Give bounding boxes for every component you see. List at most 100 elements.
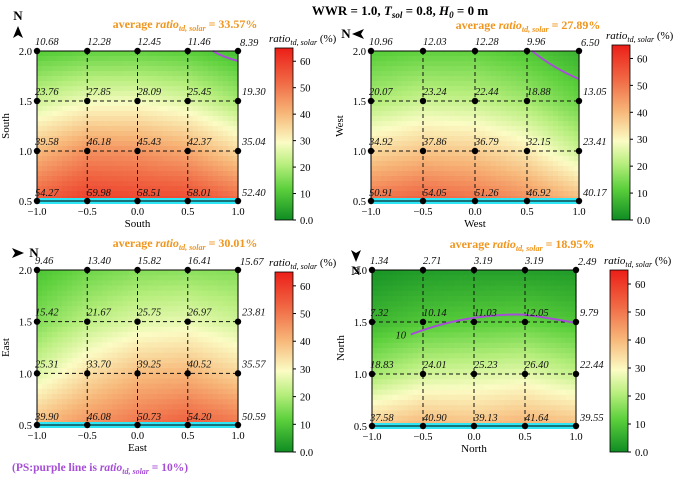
grid-point: [234, 147, 242, 155]
x-tick-label: 1.0: [569, 432, 582, 443]
cell-value-label: 12.03: [423, 37, 447, 48]
cell-value-label: 40.90: [423, 413, 447, 424]
y-tick-label: 1.0: [19, 147, 32, 158]
x-tick-label: 0.5: [518, 432, 531, 443]
cell-value-label: 21.67: [87, 308, 111, 319]
north-label: N: [29, 245, 39, 260]
cell-value-label: 39.58: [34, 137, 59, 148]
grid-point: [234, 370, 242, 377]
colorbar: 0.0 10 20 30 40 50 60 ratiotd, solar (%): [269, 33, 337, 227]
y-tick-label: 0.5: [19, 421, 32, 432]
grid-point: [572, 370, 580, 378]
grid-point: [134, 47, 141, 55]
north-arrow-icon: [12, 248, 24, 258]
grid-point: [134, 266, 141, 274]
x-tick-label: 0.5: [181, 431, 194, 442]
grid-point: [471, 147, 479, 155]
grid-points: 39.90 46.08 50.73 54.20 50.59 25.31 33.70 39.25…: [33, 256, 266, 429]
north-label: N: [13, 8, 23, 23]
cell-value-label: 10.14: [423, 308, 447, 319]
cell-value-label: 2.71: [423, 256, 441, 267]
cell-value-label: 24.01: [423, 360, 447, 371]
colorbar-tick-label: 40: [637, 108, 648, 119]
x-tick-label: 1.0: [231, 431, 244, 442]
colorbar-tick-label: 40: [300, 110, 311, 121]
y-axis-label: North: [335, 335, 347, 361]
colorbar-label: ratiotd, solar (%): [604, 255, 672, 269]
cell-value-label: 19.30: [242, 87, 266, 98]
grid-point: [184, 370, 191, 377]
x-tick-label: 0.5: [181, 207, 194, 218]
x-tick-label: 1.0: [231, 207, 244, 218]
grid-point: [84, 266, 91, 274]
cell-value-label: 18.83: [370, 360, 394, 371]
grid-point: [470, 266, 478, 274]
grid-point: [419, 370, 427, 378]
x-axis-label: North: [461, 443, 487, 455]
heatmap-surface: [371, 51, 580, 202]
north-arrow-icon: [13, 26, 23, 38]
colorbar-tick-label: 10: [300, 420, 311, 431]
cell-value-label: 51.26: [475, 188, 499, 199]
cell-value-label: 50.91: [369, 188, 393, 199]
grid-point: [471, 97, 479, 105]
heatmap-surface: [37, 51, 239, 202]
cell-value-label: 58.01: [188, 188, 212, 199]
contour-10-line: [410, 313, 577, 336]
y-tick-label: 1.5: [353, 97, 366, 108]
y-tick-label: 1.5: [354, 318, 367, 329]
x-tick-label: −1.0: [361, 207, 380, 218]
grid-point: [523, 147, 531, 155]
grid-point: [234, 318, 242, 325]
cell-value-label: 46.92: [527, 188, 551, 199]
cell-value-label: 37.58: [369, 413, 394, 424]
colorbar-tick-label: 60: [637, 54, 648, 65]
cell-value-label: 40.52: [188, 359, 212, 370]
grid-point: [523, 97, 531, 105]
panel-north: 10 37.58 40.90 39.13 41.64 39.55 18.83 24.01 25.…: [335, 237, 672, 459]
x-tick-label: −0.5: [413, 207, 432, 218]
y-tick-label: 1.5: [19, 318, 32, 329]
cell-value-label: 45.43: [138, 137, 162, 148]
y-tick-label: 0.5: [19, 197, 32, 208]
x-tick-label: 0.5: [520, 207, 533, 218]
cell-value-label: 41.64: [525, 413, 549, 424]
cell-value-label: 25.75: [138, 308, 162, 319]
cell-value-label: 50.59: [242, 412, 266, 423]
contour-10-line: [531, 50, 580, 80]
x-tick-label: 0.0: [131, 207, 144, 218]
y-tick-label: 1.0: [354, 370, 367, 381]
average-label: average ratiotd, solar = 18.95%: [450, 237, 595, 253]
heatmap-surface: [37, 270, 239, 426]
grid-point: [575, 97, 583, 105]
colorbar-tick-label: 60: [300, 282, 311, 293]
colorbar-tick-label: 30: [300, 365, 311, 376]
cell-value-label: 59.98: [87, 188, 111, 199]
grid-point: [234, 47, 242, 55]
x-axis-label: West: [464, 218, 486, 230]
panel-south: 54.27 59.98 58.51 58.01 52.40 39.58 46.18 45.43…: [0, 8, 337, 230]
grid-point: [419, 147, 427, 155]
cell-value-label: 2.49: [578, 257, 597, 268]
panel-east: 39.90 46.08 50.73 54.20 50.59 25.31 33.70 39.25…: [0, 236, 337, 459]
cell-value-label: 12.28: [87, 37, 111, 48]
x-tick-label: 0.0: [467, 432, 480, 443]
grid-point: [234, 97, 242, 105]
cell-value-label: 35.57: [241, 359, 266, 370]
cell-value-label: 25.23: [474, 360, 498, 371]
cell-value-label: 58.51: [138, 188, 162, 199]
cell-value-label: 39.90: [34, 412, 59, 423]
cell-value-label: 15.42: [35, 308, 59, 319]
grid-point: [572, 266, 580, 274]
north-label: N: [341, 26, 351, 41]
y-axis-label: West: [334, 115, 346, 137]
grid-point: [84, 97, 91, 105]
colorbar-tick-label: 50: [637, 81, 648, 92]
y-axis-label: South: [0, 113, 12, 139]
cell-value-label: 23.81: [242, 308, 266, 319]
grid-point: [134, 370, 141, 377]
cell-value-label: 54.05: [423, 188, 447, 199]
cell-value-label: 15.67: [240, 257, 264, 268]
grid-point: [572, 318, 580, 326]
cell-value-label: 12.05: [525, 308, 549, 319]
